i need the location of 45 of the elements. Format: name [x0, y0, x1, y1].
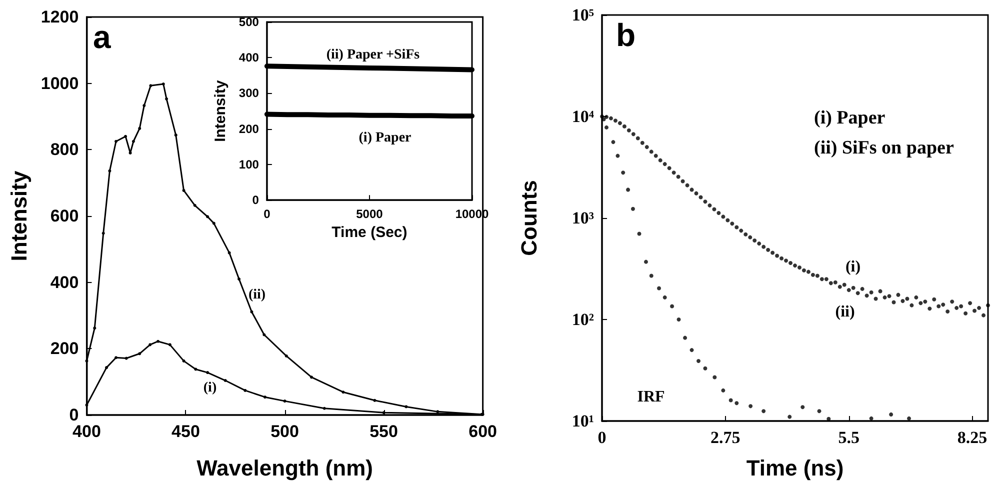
y-tick-label: 1200 [40, 8, 79, 26]
y-tick-label: 400 [50, 272, 79, 292]
x-tick-label: 5000 [356, 207, 384, 222]
y-axis-title: Intensity [6, 170, 32, 262]
y-tick-label: 10¹ [572, 412, 594, 430]
x-axis-title: Wavelength (nm) [196, 456, 373, 480]
y-tick-label: 800 [50, 140, 79, 160]
x-tick-label: 0 [264, 207, 271, 222]
y-tick-label: 100 [238, 157, 260, 172]
x-tick-label: 500 [270, 422, 299, 441]
y-tick-label: 400 [238, 50, 260, 65]
y-tick-label: 200 [50, 339, 79, 358]
x-tick-label: 0 [598, 428, 606, 447]
annotation: (ii) SiFs on paper [814, 138, 954, 158]
annotation: IRF [637, 388, 665, 406]
x-tick-label: 8.25 [957, 428, 988, 447]
annotation: (i) Paper [358, 130, 412, 146]
y-tick-label: 300 [238, 86, 260, 100]
x-tick-label: 400 [72, 422, 101, 441]
y-axis-title: Intensity [212, 80, 229, 142]
annotation: (ii) Paper +SiFs [326, 48, 420, 62]
y-tick-label: 10⁴ [572, 107, 594, 126]
y-tick-label: 1000 [40, 74, 79, 93]
x-tick-label: 450 [172, 422, 200, 441]
y-tick-label: 10³ [572, 208, 594, 228]
x-tick-label: 550 [370, 422, 398, 441]
annotation: (ii) [835, 304, 855, 320]
y-tick-label: 200 [238, 122, 260, 136]
chart-title: a [93, 19, 111, 55]
x-tick-label: 5.5 [838, 428, 860, 447]
y-tick-label: 10⁵ [572, 6, 594, 24]
y-tick-label: 10² [572, 310, 594, 329]
x-tick-label: 2.75 [710, 428, 740, 447]
annotation: (i) [203, 380, 217, 396]
y-tick-label: 0 [252, 193, 260, 208]
annotation: (i) [845, 258, 861, 276]
y-tick-label: 0 [69, 406, 79, 424]
y-axis-title: Counts [516, 180, 542, 256]
annotation: (i) Paper [814, 108, 886, 128]
chart-title: b [616, 17, 636, 53]
x-axis-title: Time (ns) [746, 456, 844, 480]
x-axis-title: Time (Sec) [332, 224, 408, 241]
annotation: (ii) [248, 288, 266, 302]
y-tick-label: 500 [238, 15, 260, 29]
x-tick-label: 600 [468, 422, 498, 441]
